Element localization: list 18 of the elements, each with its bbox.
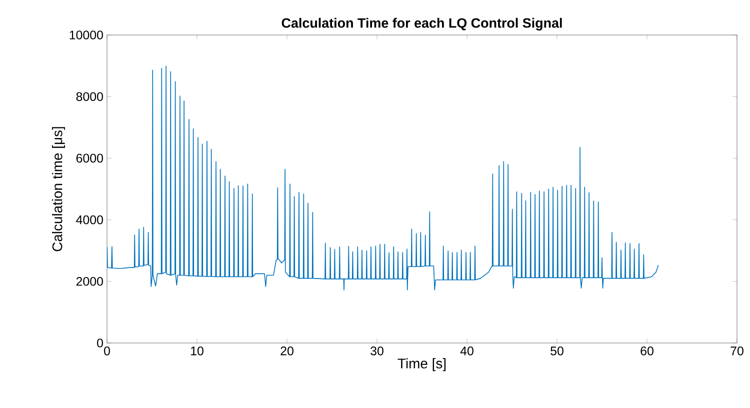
y-tick-label: 2000 [76, 277, 103, 286]
x-tick-label: 10 [191, 346, 204, 356]
x-tick-label: 30 [370, 346, 384, 356]
x-tick-label: 20 [280, 346, 294, 356]
y-tick-label: 8000 [76, 92, 103, 102]
x-tick-label: 60 [640, 346, 654, 356]
x-tick-label: 70 [730, 346, 744, 356]
x-tick-label: 40 [460, 346, 474, 356]
y-tick-label: 6000 [76, 154, 103, 163]
line-series [107, 66, 659, 290]
x-tick-label: 50 [550, 346, 564, 356]
chart-title: Calculation Time for each LQ Control Signal [282, 18, 562, 30]
y-tick-label: 0 [97, 338, 103, 348]
x-tick-label: 0 [104, 346, 110, 356]
y-tick-label: 4000 [76, 215, 103, 224]
y-axis-title: Calculation time [μs] [52, 127, 66, 252]
y-tick-label: 10000 [70, 30, 103, 40]
x-axis-title: Time [s] [398, 358, 446, 372]
